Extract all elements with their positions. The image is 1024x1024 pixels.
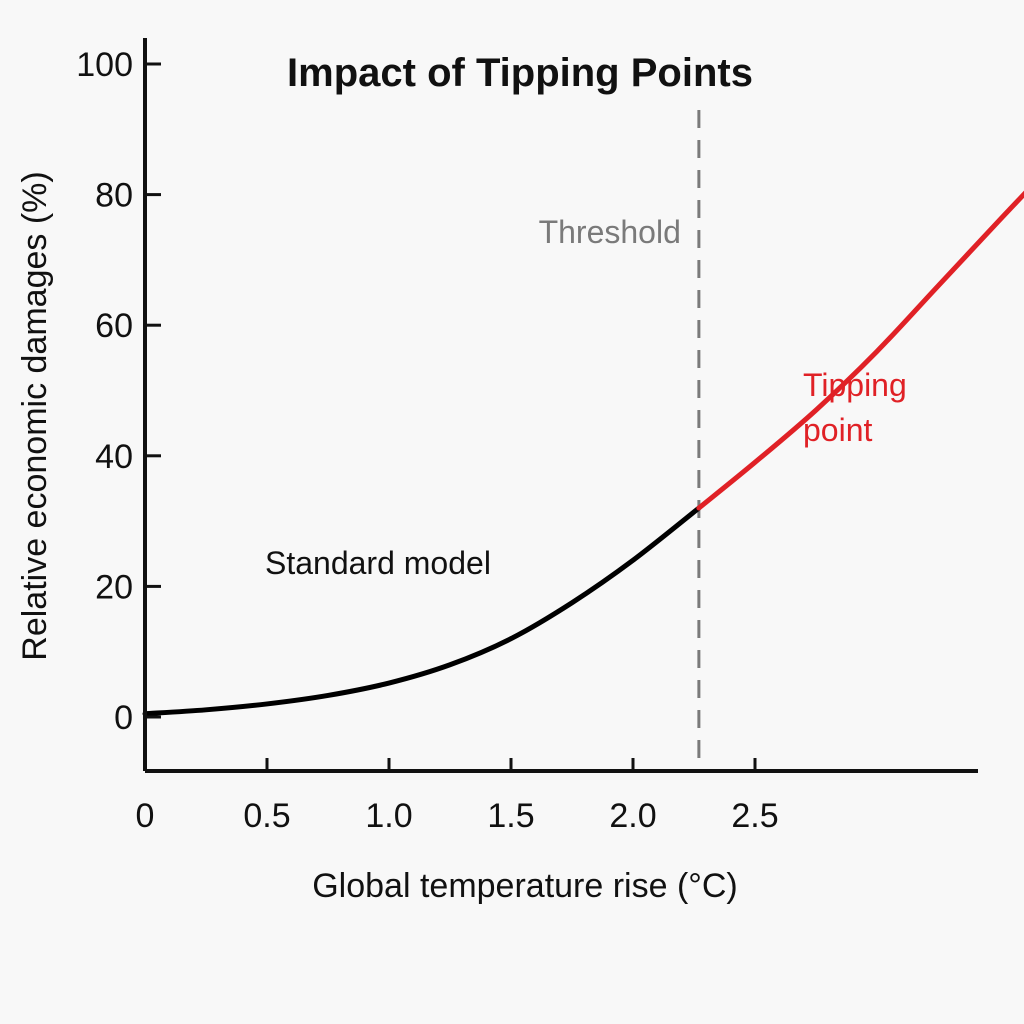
threshold-label: Threshold — [539, 214, 681, 250]
series-line-standard-model — [142, 505, 702, 717]
series-label-standard-model: Standard model — [265, 545, 491, 581]
y-tick-label: 80 — [95, 177, 133, 215]
chart-marks: Threshold Standard model Tipping point — [142, 110, 1024, 771]
y-tick-label: 60 — [95, 307, 133, 345]
y-tick-label: 0 — [114, 699, 133, 737]
series-line-tipping-point — [696, 190, 1024, 511]
y-axis-label: Relative economic damages (%) — [16, 171, 54, 660]
y-tick-label: 40 — [95, 438, 133, 476]
x-tick-label: 1.5 — [487, 797, 534, 835]
x-axis-label: Global temperature rise (°C) — [312, 867, 738, 905]
x-tick-label: 2.0 — [609, 797, 656, 835]
chart-title: Impact of Tipping Points — [287, 51, 753, 95]
series-label-tipping-point: Tipping point — [803, 367, 907, 448]
x-tick-label: 1.0 — [365, 797, 412, 835]
x-tick-label: 0 — [136, 797, 155, 835]
x-tick-label: 0.5 — [243, 797, 290, 835]
x-tick-label: 2.5 — [731, 797, 778, 835]
y-tick-label: 20 — [95, 568, 133, 606]
y-tick-label: 100 — [76, 46, 133, 84]
